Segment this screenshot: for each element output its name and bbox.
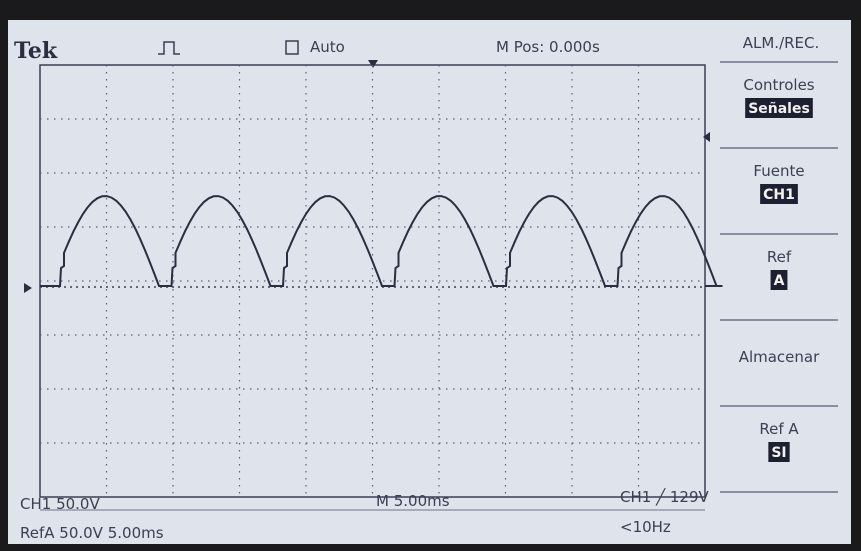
channel-marker bbox=[24, 283, 32, 293]
trigger-icon bbox=[158, 41, 180, 55]
graticule-frame bbox=[39, 64, 706, 498]
channel-scale: CH1 50.0V bbox=[20, 495, 100, 513]
menu-title: ALM./REC. bbox=[743, 34, 820, 52]
menu-label: Ref A bbox=[759, 420, 799, 438]
trigger-level-marker bbox=[703, 132, 710, 142]
trigger-position-marker bbox=[368, 60, 378, 68]
brand: Tek bbox=[14, 38, 58, 64]
menu-value: Señales bbox=[748, 101, 810, 117]
reference-info: RefA 50.0V 5.00ms bbox=[20, 524, 164, 542]
frequency: <10Hz bbox=[620, 518, 671, 536]
trigger-mode: Auto bbox=[310, 38, 345, 56]
menu-value: CH1 bbox=[763, 187, 795, 203]
menu-value-box bbox=[745, 98, 813, 118]
menu-value: SI bbox=[771, 445, 786, 461]
scope-screen: Tek Auto M Pos: 0.000s ALM./REC. CH1 50.… bbox=[8, 20, 851, 544]
menu-label: Controles bbox=[743, 76, 814, 94]
menu-value-box bbox=[768, 442, 790, 462]
menu-value: A bbox=[774, 273, 785, 289]
menu-label: Fuente bbox=[753, 162, 804, 180]
menu-label: Almacenar bbox=[739, 348, 820, 366]
position: M Pos: 0.000s bbox=[496, 38, 600, 56]
menu-value-box bbox=[760, 184, 798, 204]
timebase: M 5.00ms bbox=[376, 492, 450, 510]
menu-value-box bbox=[770, 270, 788, 290]
waveform bbox=[40, 195, 723, 287]
scope-display: Tek Auto M Pos: 0.000s ALM./REC. CH1 50.… bbox=[14, 34, 838, 542]
menu-label: Ref bbox=[767, 248, 792, 266]
run-icon bbox=[285, 40, 299, 55]
trigger-setting: CH1 ╱ 129V bbox=[620, 488, 709, 506]
